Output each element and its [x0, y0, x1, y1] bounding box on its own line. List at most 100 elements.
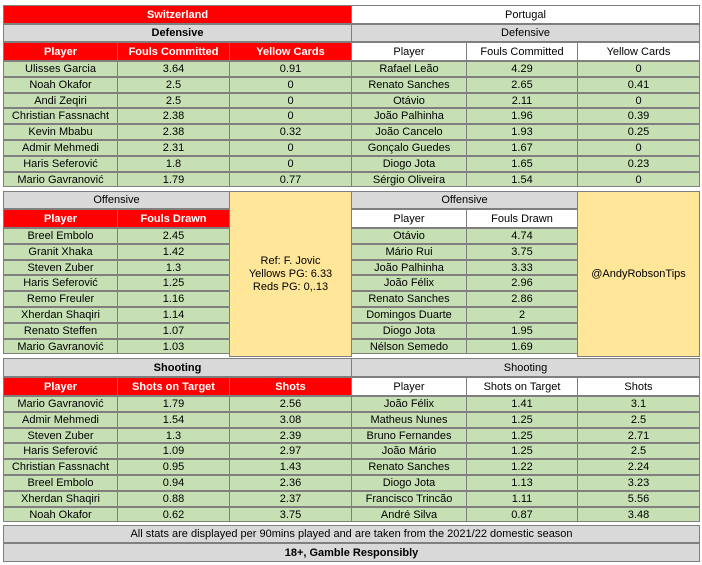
portugal-defensive-row-5-col3: 0	[577, 140, 700, 156]
switzerland-defensive-row-2-col2: 2.5	[117, 93, 230, 108]
switzerland-defensive-row-5-col2: 2.31	[117, 140, 230, 156]
section-title-defensive-portugal: Defensive	[351, 24, 700, 42]
portugal-offensive-row-4-player: Renato Sanches	[351, 291, 467, 307]
switzerland-defensive-header-col3: Yellow Cards	[229, 42, 352, 61]
switzerland-defensive-row-0-col2: 3.64	[117, 61, 230, 77]
switzerland-offensive-row-3-player: Haris Seferović	[3, 275, 118, 291]
portugal-defensive-row-3-col3: 0.39	[577, 108, 700, 124]
portugal-defensive-row-2-col3: 0	[577, 93, 700, 108]
team-title-portugal: Portugal	[351, 5, 700, 24]
portugal-offensive-row-2-col2: 3.33	[466, 260, 578, 275]
switzerland-shooting-row-4-col3: 1.43	[229, 459, 352, 475]
switzerland-shooting-row-0-col3: 2.56	[229, 396, 352, 412]
switzerland-offensive-row-2-player: Steven Zuber	[3, 260, 118, 275]
switzerland-shooting-row-5-col3: 2.36	[229, 475, 352, 491]
portugal-shooting-row-7-player: André Silva	[351, 507, 467, 522]
portugal-shooting-header-player: Player	[351, 377, 467, 396]
portugal-shooting-header-col2: Shots on Target	[466, 377, 578, 396]
portugal-defensive-row-3-player: João Palhinha	[351, 108, 467, 124]
switzerland-offensive-row-0-col2: 2.45	[117, 228, 230, 244]
portugal-shooting-row-3-player: João Mário	[351, 443, 467, 459]
portugal-offensive-row-6-player: Diogo Jota	[351, 323, 467, 339]
portugal-defensive-row-6-player: Diogo Jota	[351, 156, 467, 172]
portugal-defensive-row-0-player: Rafael Leão	[351, 61, 467, 77]
switzerland-defensive-row-6-col2: 1.8	[117, 156, 230, 172]
switzerland-defensive-row-7-col2: 1.79	[117, 172, 230, 187]
switzerland-shooting-row-6-col3: 2.37	[229, 491, 352, 507]
section-title-defensive-switzerland: Defensive	[3, 24, 352, 42]
portugal-offensive-row-4-col2: 2.86	[466, 291, 578, 307]
switzerland-offensive-row-7-player: Mario Gavranović	[3, 339, 118, 354]
section-title-offensive-portugal: Offensive	[351, 191, 578, 209]
switzerland-defensive-row-0-col3: 0.91	[229, 61, 352, 77]
switzerland-defensive-row-1-col2: 2.5	[117, 77, 230, 93]
portugal-offensive-row-5-col2: 2	[466, 307, 578, 323]
portugal-defensive-row-0-col2: 4.29	[466, 61, 578, 77]
switzerland-shooting-row-2-player: Steven Zuber	[3, 428, 118, 443]
switzerland-shooting-row-7-col3: 3.75	[229, 507, 352, 522]
portugal-defensive-row-7-player: Sérgio Oliveira	[351, 172, 467, 187]
switzerland-defensive-row-7-col3: 0.77	[229, 172, 352, 187]
portugal-shooting-row-6-col3: 5.56	[577, 491, 700, 507]
portugal-shooting-row-2-col3: 2.71	[577, 428, 700, 443]
referee-info-box: Ref: F. Jovic Yellows PG: 6.33 Reds PG: 0,…	[229, 191, 352, 357]
portugal-shooting-header-col3: Shots	[577, 377, 700, 396]
switzerland-shooting-row-5-player: Breel Embolo	[3, 475, 118, 491]
portugal-offensive-row-1-col2: 3.75	[466, 244, 578, 260]
switzerland-offensive-row-6-col2: 1.07	[117, 323, 230, 339]
switzerland-defensive-row-5-player: Admir Mehmedi	[3, 140, 118, 156]
switzerland-shooting-row-7-player: Noah Okafor	[3, 507, 118, 522]
portugal-shooting-row-5-col2: 1.13	[466, 475, 578, 491]
portugal-offensive-row-2-player: João Palhinha	[351, 260, 467, 275]
switzerland-offensive-header-col2: Fouls Drawn	[117, 209, 230, 228]
portugal-offensive-row-0-player: Otávio	[351, 228, 467, 244]
portugal-shooting-row-1-col3: 2.5	[577, 412, 700, 428]
portugal-defensive-row-2-col2: 2.11	[466, 93, 578, 108]
switzerland-shooting-row-7-col2: 0.62	[117, 507, 230, 522]
portugal-shooting-row-1-player: Matheus Nunes	[351, 412, 467, 428]
portugal-offensive-row-0-col2: 4.74	[466, 228, 578, 244]
switzerland-offensive-row-6-player: Renato Steffen	[3, 323, 118, 339]
referee-line-0: Ref: F. Jovic	[260, 254, 321, 267]
portugal-defensive-row-4-col3: 0.25	[577, 124, 700, 140]
portugal-defensive-row-1-col2: 2.65	[466, 77, 578, 93]
switzerland-shooting-row-3-col2: 1.09	[117, 443, 230, 459]
portugal-shooting-row-5-player: Diogo Jota	[351, 475, 467, 491]
portugal-defensive-header-col3: Yellow Cards	[577, 42, 700, 61]
portugal-shooting-row-2-col2: 1.25	[466, 428, 578, 443]
footer-disclaimer: 18+, Gamble Responsibly	[3, 543, 700, 562]
portugal-shooting-row-3-col3: 2.5	[577, 443, 700, 459]
switzerland-offensive-row-3-col2: 1.25	[117, 275, 230, 291]
portugal-defensive-row-5-col2: 1.67	[466, 140, 578, 156]
portugal-shooting-row-6-player: Francisco Trincão	[351, 491, 467, 507]
switzerland-shooting-row-2-col3: 2.39	[229, 428, 352, 443]
portugal-shooting-row-0-player: João Félix	[351, 396, 467, 412]
portugal-shooting-row-4-col2: 1.22	[466, 459, 578, 475]
portugal-offensive-row-5-player: Domingos Duarte	[351, 307, 467, 323]
switzerland-defensive-row-6-player: Haris Seferović	[3, 156, 118, 172]
section-title-shooting-switzerland: Shooting	[3, 358, 352, 377]
switzerland-defensive-row-1-player: Noah Okafor	[3, 77, 118, 93]
switzerland-offensive-row-1-player: Granit Xhaka	[3, 244, 118, 260]
switzerland-shooting-row-5-col2: 0.94	[117, 475, 230, 491]
switzerland-shooting-row-2-col2: 1.3	[117, 428, 230, 443]
portugal-defensive-row-1-col3: 0.41	[577, 77, 700, 93]
switzerland-shooting-header-player: Player	[3, 377, 118, 396]
portugal-offensive-row-7-player: Nélson Semedo	[351, 339, 467, 354]
portugal-defensive-row-7-col2: 1.54	[466, 172, 578, 187]
switzerland-shooting-header-col2: Shots on Target	[117, 377, 230, 396]
switzerland-offensive-row-0-player: Breel Embolo	[3, 228, 118, 244]
switzerland-shooting-row-0-col2: 1.79	[117, 396, 230, 412]
switzerland-defensive-row-4-col2: 2.38	[117, 124, 230, 140]
portugal-defensive-row-3-col2: 1.96	[466, 108, 578, 124]
portugal-shooting-row-4-col3: 2.24	[577, 459, 700, 475]
team-title-switzerland: Switzerland	[3, 5, 352, 24]
portugal-defensive-row-7-col3: 0	[577, 172, 700, 187]
switzerland-defensive-row-3-col3: 0	[229, 108, 352, 124]
portugal-defensive-row-4-col2: 1.93	[466, 124, 578, 140]
portugal-defensive-row-0-col3: 0	[577, 61, 700, 77]
switzerland-shooting-row-4-col2: 0.95	[117, 459, 230, 475]
portugal-defensive-row-6-col2: 1.65	[466, 156, 578, 172]
footer-note: All stats are displayed per 90mins playe…	[3, 525, 700, 543]
